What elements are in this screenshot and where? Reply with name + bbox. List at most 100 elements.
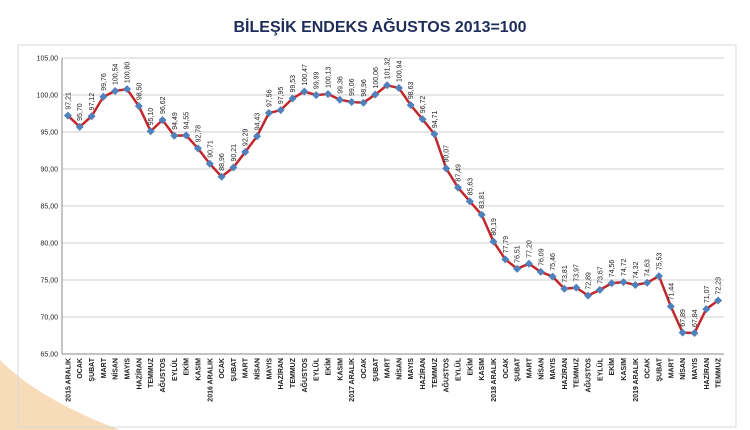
x-tick-label: ŞUBAT	[656, 357, 663, 381]
value-label: 73,97	[574, 264, 581, 282]
x-tick-label: EKİM	[324, 358, 332, 376]
x-tick-label: MAYIS	[408, 358, 415, 380]
x-tick-label: MAYIS	[692, 358, 699, 380]
value-label: 100,54	[113, 63, 120, 85]
chart-frame	[17, 44, 737, 428]
marker	[359, 98, 368, 107]
value-label: 74,32	[633, 261, 640, 279]
x-tick-label: MART	[385, 357, 392, 378]
marker	[690, 328, 699, 337]
x-tick-label: NİSAN	[395, 358, 403, 380]
x-tick-label: MAYIS	[125, 358, 132, 380]
marker	[229, 163, 238, 172]
value-label: 99,99	[314, 71, 321, 89]
x-tick-label: NİSAN	[254, 358, 262, 380]
marker	[702, 305, 711, 314]
value-label: 73,67	[597, 266, 604, 284]
marker	[619, 278, 628, 287]
value-label: 95,70	[77, 103, 84, 121]
x-tick-label: OCAK	[219, 358, 226, 379]
x-tick-label: AĞUSTOS	[158, 358, 167, 393]
y-tick-label: 90,00	[40, 167, 58, 174]
chart-title: BİLEŞİK ENDEKS AĞUSTOS 2013=100	[234, 17, 527, 36]
x-tick-label: HAZİRAN	[135, 358, 143, 390]
x-tick-label: 2016 ARALIK	[207, 358, 214, 402]
value-label: 94,43	[255, 113, 262, 131]
x-tick-label: NİSAN	[537, 358, 545, 380]
marker	[430, 130, 439, 139]
x-tick-label: TEMMUZ	[574, 357, 581, 388]
marker	[87, 112, 96, 121]
value-label: 67,84	[692, 309, 699, 327]
marker	[371, 90, 380, 99]
marker	[63, 111, 72, 120]
value-label: 71,07	[704, 285, 711, 303]
value-label: 98,63	[408, 82, 415, 100]
value-label: 85,63	[467, 178, 474, 196]
x-tick-label: AĞUSTOS	[442, 358, 451, 393]
y-tick-label: 80,00	[40, 241, 58, 248]
x-tick-label: EYLÜL	[170, 357, 179, 381]
marker	[323, 90, 332, 99]
value-label: 95,10	[148, 108, 155, 126]
marker	[123, 85, 132, 94]
value-label: 92,78	[195, 125, 202, 143]
value-label: 77,20	[526, 240, 533, 258]
marker	[217, 172, 226, 181]
value-label: 100,13	[325, 67, 332, 89]
x-tick-label: 2019 ARALIK	[633, 358, 640, 402]
marker	[264, 109, 273, 118]
value-label: 87,49	[456, 164, 463, 182]
y-tick-label: 100,00	[37, 93, 59, 100]
x-tick-label: KASIM	[337, 358, 344, 381]
x-tick-label: KASIM	[195, 358, 202, 381]
decoration	[0, 360, 120, 430]
marker	[678, 328, 687, 337]
marker	[654, 272, 663, 281]
marker	[182, 131, 191, 140]
x-tick-label: EKİM	[183, 358, 191, 376]
value-label: 99,06	[349, 78, 356, 96]
value-label: 75,53	[656, 252, 663, 270]
x-tick-label: HAZİRAN	[561, 358, 569, 390]
value-label: 74,63	[645, 259, 652, 277]
x-tick-label: MAYIS	[266, 358, 273, 380]
x-tick-label: HAZİRAN	[419, 358, 427, 390]
value-label: 76,09	[538, 248, 545, 266]
x-tick-label: MART	[243, 357, 250, 378]
value-label: 99,76	[101, 73, 108, 91]
x-tick-label: EYLÜL	[454, 357, 463, 381]
x-tick-label: ŞUBAT	[373, 357, 380, 381]
value-label: 71,44	[668, 283, 675, 301]
x-tick-label: 2018 ARALIK	[491, 358, 498, 402]
marker	[501, 255, 510, 264]
x-tick-label: EYLÜL	[312, 357, 321, 381]
x-tick-label: KASIM	[621, 358, 628, 381]
marker	[643, 278, 652, 287]
x-tick-label: TEMMUZ	[148, 357, 155, 388]
marker	[146, 127, 155, 136]
x-tick-label: TEMMUZ	[290, 357, 297, 388]
x-tick-label: HAZİRAN	[277, 358, 285, 390]
marker	[548, 272, 557, 281]
y-tick-label: 70,00	[40, 315, 58, 322]
value-label: 97,56	[266, 89, 273, 107]
y-tick-label: 75,00	[40, 278, 58, 285]
value-label: 96,62	[160, 96, 167, 114]
marker	[714, 296, 723, 305]
marker	[99, 92, 108, 101]
marker	[631, 281, 640, 290]
marker	[205, 159, 214, 168]
marker	[560, 284, 569, 293]
marker	[584, 291, 593, 300]
value-label: 90,71	[207, 140, 214, 158]
value-label: 99,36	[337, 76, 344, 94]
x-tick-label: NİSAN	[112, 358, 120, 380]
value-label: 80,19	[491, 218, 498, 236]
marker	[442, 164, 451, 173]
value-label: 98,50	[136, 82, 143, 100]
value-label: 94,49	[172, 112, 179, 130]
x-tick-label: MART	[668, 357, 675, 378]
